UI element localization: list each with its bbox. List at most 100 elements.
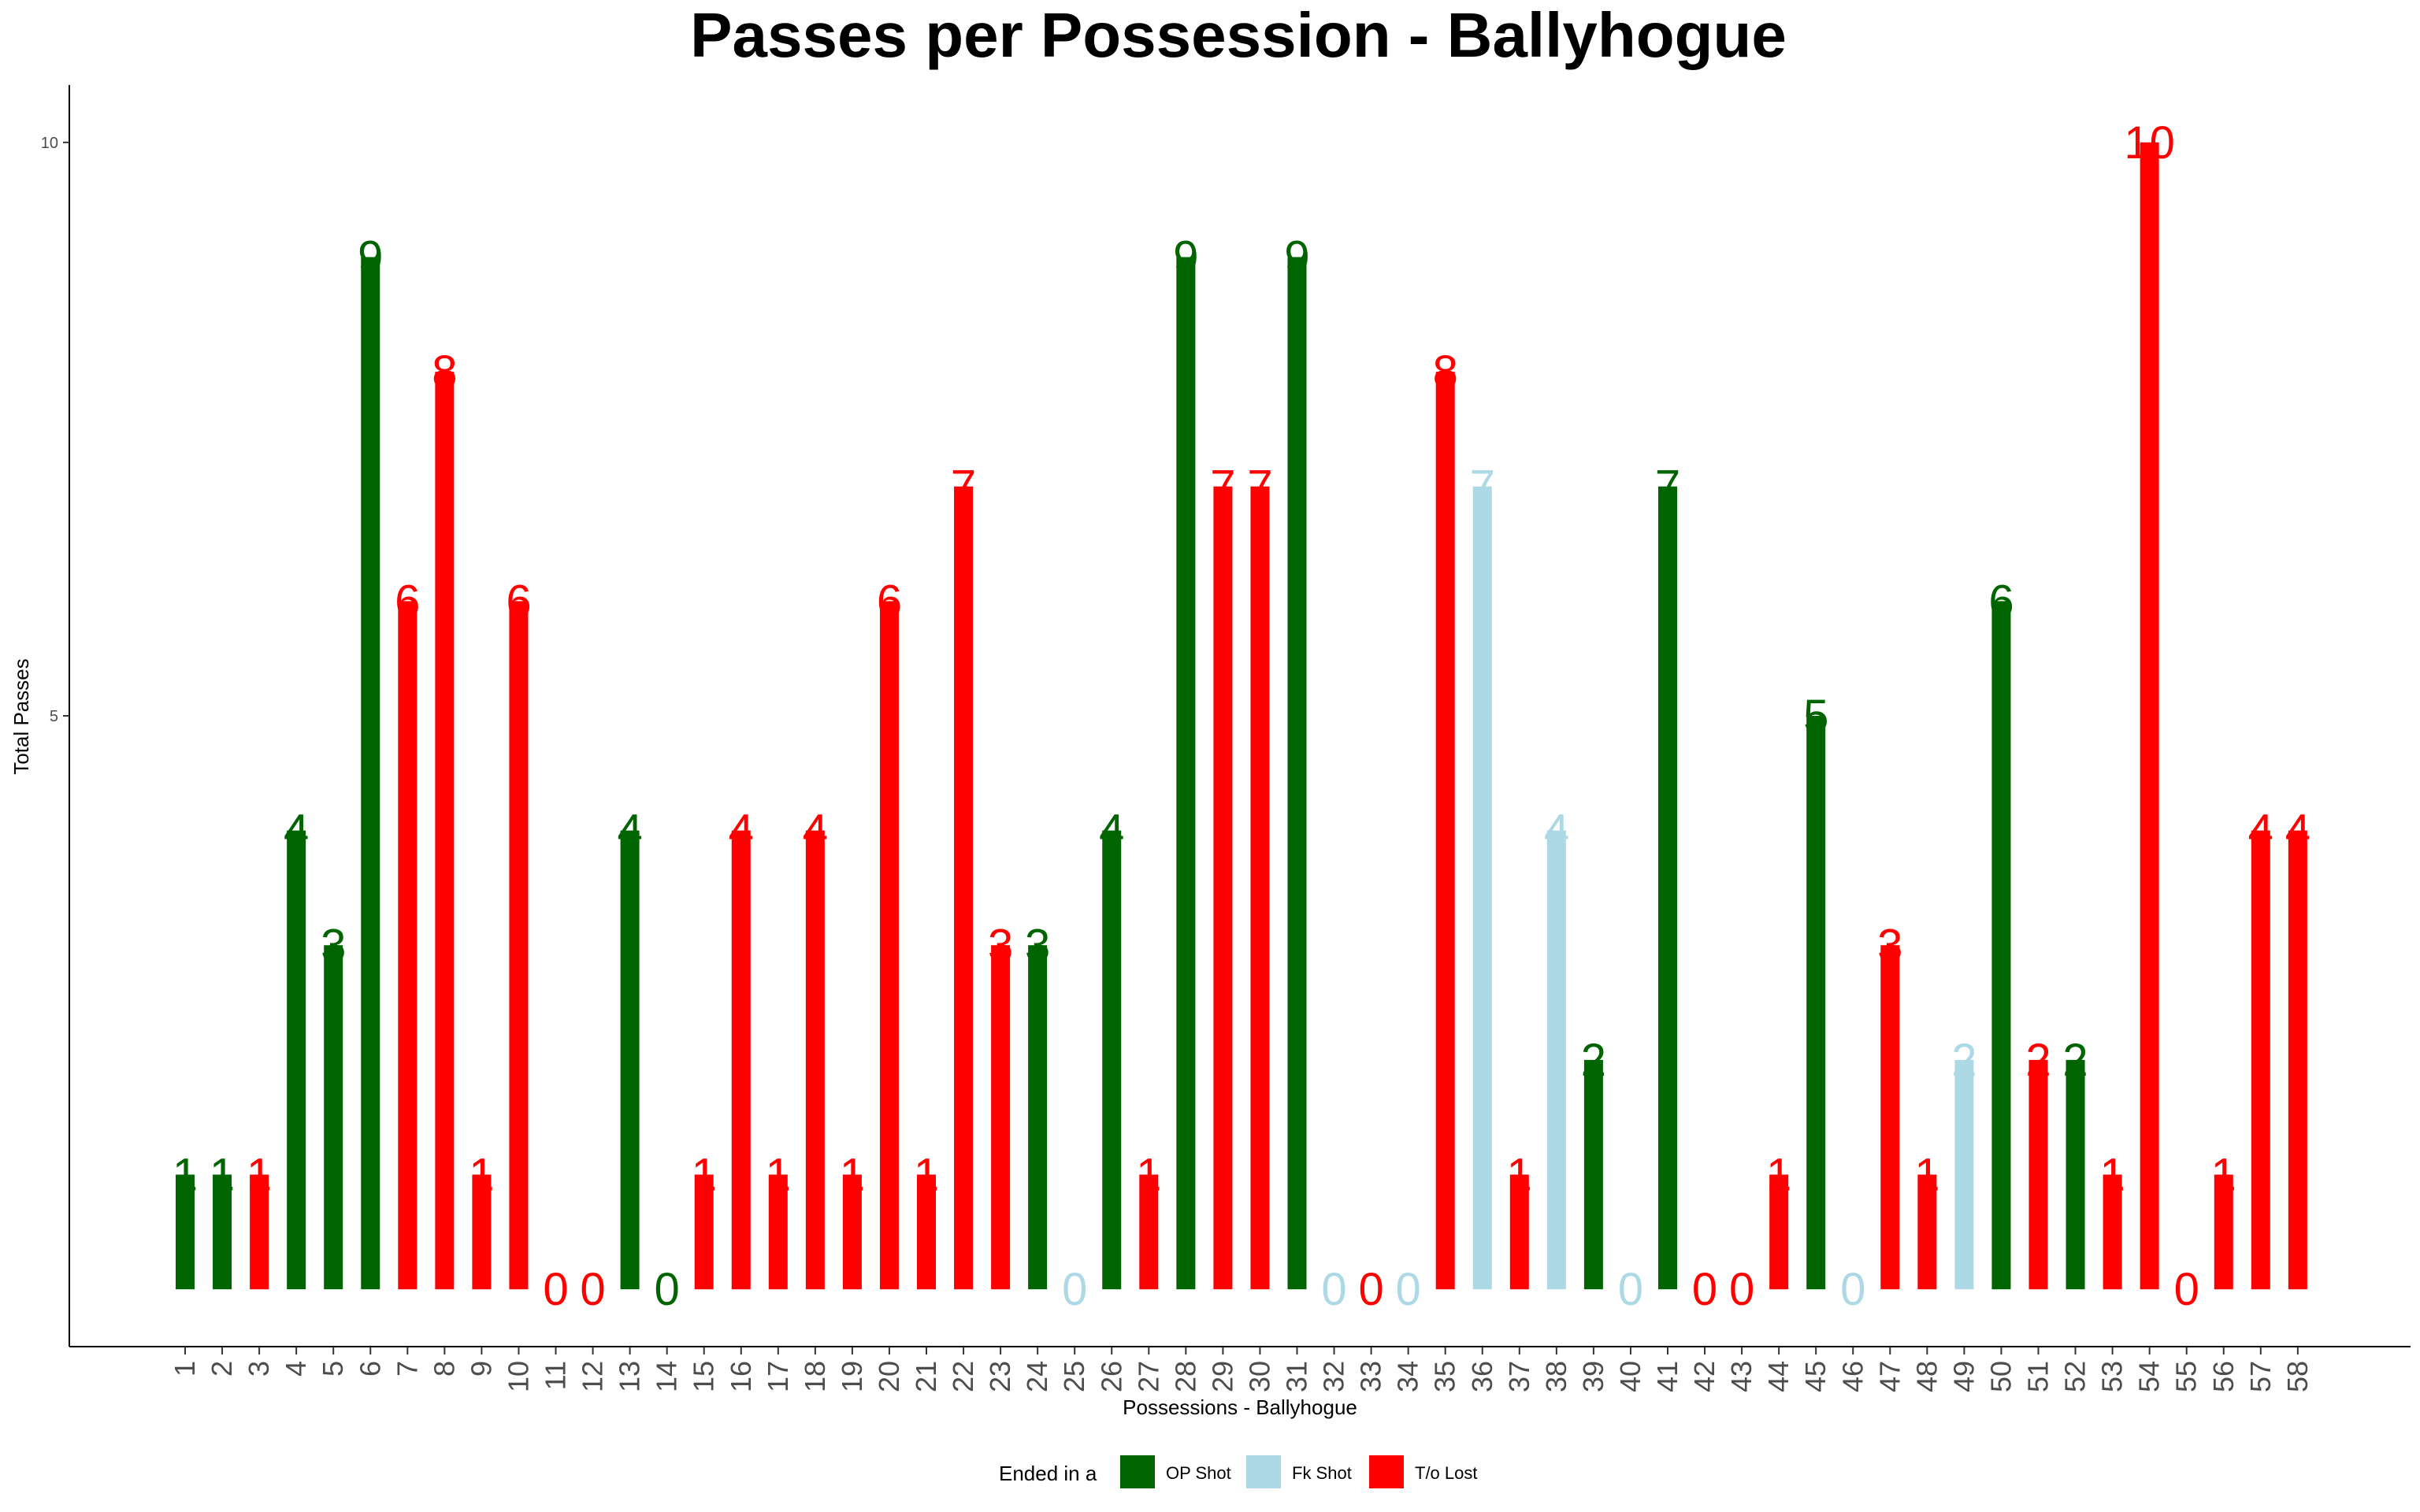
bar-54	[2140, 142, 2159, 1290]
data-label-58: 4	[2285, 806, 2311, 857]
bar-28	[1176, 257, 1196, 1290]
y-axis-title: Total Passes	[9, 658, 33, 774]
data-label-53: 1	[2099, 1150, 2125, 1201]
x-tick-label-36: 36	[1466, 1361, 1498, 1392]
x-tick-label-11: 11	[540, 1361, 572, 1390]
data-label-31: 9	[1284, 232, 1309, 283]
x-tick-label-41: 41	[1651, 1361, 1683, 1392]
bar-31	[1287, 257, 1307, 1290]
x-tick-label-27: 27	[1132, 1361, 1164, 1392]
bar-57	[2251, 830, 2270, 1290]
bar-20	[879, 601, 899, 1290]
bar-56	[2214, 1174, 2233, 1290]
bar-48	[1917, 1174, 1937, 1290]
x-tick-label-9: 9	[465, 1361, 497, 1377]
data-label-55: 0	[2174, 1264, 2199, 1315]
bar-24	[1028, 945, 1048, 1290]
data-label-28: 9	[1173, 232, 1198, 283]
x-tick-label-12: 12	[577, 1361, 609, 1392]
x-tick-label-46: 46	[1836, 1361, 1869, 1392]
data-label-22: 7	[951, 461, 976, 513]
bar-15	[694, 1174, 714, 1290]
data-label-4: 4	[284, 806, 309, 857]
legend-swatch-op	[1120, 1455, 1155, 1488]
bar-50	[1991, 601, 2011, 1290]
x-tick-label-34: 34	[1392, 1361, 1424, 1392]
data-label-48: 1	[1914, 1150, 1939, 1201]
x-tick-label-38: 38	[1540, 1361, 1572, 1392]
bar-41	[1658, 486, 1677, 1290]
x-tick-label-10: 10	[502, 1361, 534, 1392]
data-label-7: 6	[395, 576, 420, 627]
bar-27	[1139, 1174, 1159, 1290]
data-label-54: 10	[2124, 117, 2175, 169]
data-label-46: 0	[1840, 1264, 1865, 1315]
bar-29	[1213, 486, 1233, 1290]
data-label-14: 0	[655, 1264, 680, 1315]
bar-38	[1546, 830, 1566, 1290]
x-tick-label-58: 58	[2281, 1361, 2314, 1392]
x-tick-label-6: 6	[354, 1361, 386, 1377]
bar-35	[1435, 372, 1455, 1290]
x-tick-label-1: 1	[169, 1361, 201, 1377]
data-label-11: 0	[543, 1264, 568, 1315]
bar-49	[1954, 1059, 1974, 1290]
bar-7	[398, 601, 418, 1290]
legend-swatch-fk	[1246, 1455, 1281, 1488]
data-label-12: 0	[580, 1264, 605, 1315]
legend-title: Ended in a	[999, 1462, 1097, 1485]
x-tick-label-52: 52	[2059, 1361, 2092, 1392]
x-tick-label-15: 15	[688, 1361, 720, 1392]
bar-51	[2028, 1059, 2048, 1290]
bar-39	[1583, 1059, 1603, 1290]
data-label-39: 2	[1581, 1035, 1606, 1086]
bar-44	[1769, 1174, 1789, 1290]
x-tick-label-23: 23	[984, 1361, 1016, 1392]
bar-17	[768, 1174, 788, 1290]
x-tick-label-29: 29	[1206, 1361, 1238, 1392]
bar-21	[917, 1174, 936, 1290]
data-label-18: 4	[803, 806, 828, 857]
y-tick-label-5: 5	[50, 708, 58, 725]
x-tick-label-8: 8	[428, 1361, 460, 1377]
data-label-21: 1	[914, 1150, 939, 1201]
x-tick-label-3: 3	[243, 1361, 275, 1377]
data-label-34: 0	[1396, 1264, 1421, 1315]
data-label-2: 1	[210, 1150, 235, 1201]
x-tick-label-4: 4	[280, 1361, 312, 1377]
x-tick-label-30: 30	[1243, 1361, 1275, 1392]
data-label-50: 6	[1988, 576, 2014, 627]
legend-items: OP Shot Fk Shot T/o Lost	[1120, 1455, 1477, 1488]
x-tick-label-18: 18	[799, 1361, 831, 1392]
data-label-43: 0	[1729, 1264, 1754, 1315]
data-label-26: 4	[1099, 806, 1124, 857]
bar-36	[1472, 486, 1492, 1290]
legend-label-op: OP Shot	[1166, 1463, 1231, 1483]
bar-22	[954, 486, 974, 1290]
chart-title: Passes per Possession - Ballyhogue	[690, 0, 1787, 70]
data-label-57: 4	[2248, 806, 2273, 857]
x-tick-label-39: 39	[1577, 1361, 1609, 1392]
legend-label-fk: Fk Shot	[1292, 1463, 1352, 1483]
x-tick-label-53: 53	[2096, 1361, 2129, 1392]
legend: Ended in a OP Shot Fk Shot T/o Lost	[999, 1455, 1477, 1488]
x-tick-label-21: 21	[910, 1361, 942, 1392]
x-tick-label-7: 7	[391, 1361, 423, 1377]
data-label-16: 4	[729, 806, 754, 857]
data-label-1: 1	[173, 1150, 198, 1201]
x-tick-label-54: 54	[2133, 1361, 2166, 1392]
data-label-33: 0	[1358, 1264, 1383, 1315]
bars	[176, 142, 2307, 1290]
data-label-47: 3	[1877, 920, 1902, 971]
data-label-35: 8	[1433, 346, 1458, 398]
x-tick-label-42: 42	[1688, 1361, 1720, 1392]
x-tick-label-55: 55	[2170, 1361, 2203, 1392]
data-label-38: 4	[1544, 806, 1569, 857]
x-tick-label-14: 14	[651, 1361, 683, 1392]
x-tick-label-57: 57	[2244, 1361, 2277, 1392]
y-tick-label-10: 10	[41, 135, 58, 152]
data-label-30: 7	[1247, 461, 1272, 513]
bar-3	[250, 1174, 269, 1290]
